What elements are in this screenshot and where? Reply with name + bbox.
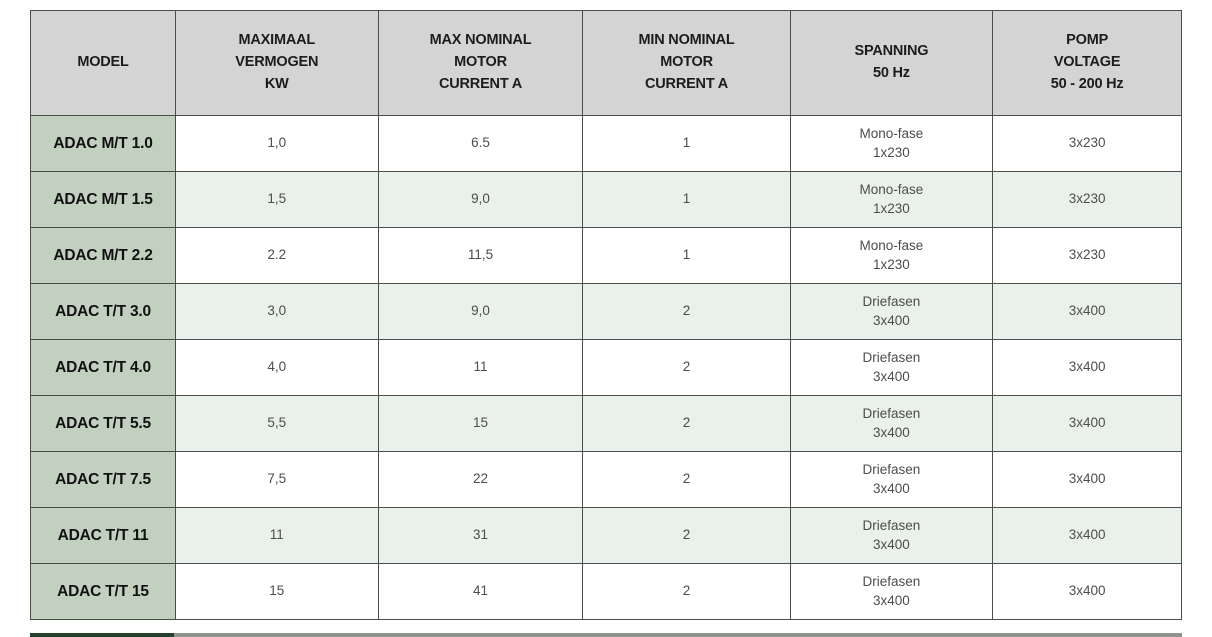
header-row: MODEL MAXIMAAL VERMOGEN KW MAX NOMINAL M… (29, 10, 1182, 116)
table-row: ADAC M/T 1.0 1,0 6.5 1 Mono-fase 1x230 3… (29, 115, 1182, 172)
pump-spec-table: MODEL MAXIMAAL VERMOGEN KW MAX NOMINAL M… (29, 10, 1182, 620)
column-header-pomp-voltage: POMP VOLTAGE 50 - 200 Hz (992, 10, 1182, 116)
column-header-max-power: MAXIMAAL VERMOGEN KW (175, 10, 379, 116)
max-power-cell: 1,5 (175, 171, 379, 228)
pomp-voltage-cell: 3x400 (992, 507, 1182, 564)
next-table-cutoff-edge (30, 633, 1182, 637)
spanning-cell: Driefasen 3x400 (789, 339, 994, 396)
pomp-voltage-cell: 3x230 (992, 115, 1182, 172)
spanning-cell: Driefasen 3x400 (789, 283, 994, 340)
min-current-cell: 2 (582, 283, 791, 340)
column-header-min-current: MIN NOMINAL MOTOR CURRENT A (582, 10, 791, 116)
model-cell: ADAC M/T 1.5 (29, 171, 177, 228)
column-header-spanning: SPANNING 50 Hz (789, 10, 994, 116)
table-row: ADAC T/T 3.0 3,0 9,0 2 Driefasen 3x400 3… (29, 283, 1182, 340)
max-current-cell: 22 (377, 451, 584, 508)
table-row: ADAC T/T 11 11 31 2 Driefasen 3x400 3x40… (29, 507, 1182, 564)
model-cell: ADAC T/T 7.5 (29, 451, 177, 508)
table-row: ADAC T/T 7.5 7,5 22 2 Driefasen 3x400 3x… (29, 451, 1182, 508)
min-current-cell: 2 (582, 339, 791, 396)
min-current-cell: 1 (582, 171, 791, 228)
min-current-cell: 1 (582, 115, 791, 172)
spanning-cell: Mono-fase 1x230 (789, 171, 994, 228)
max-power-cell: 1,0 (175, 115, 379, 172)
max-power-cell: 4,0 (175, 339, 379, 396)
model-cell: ADAC T/T 15 (29, 563, 177, 620)
spanning-cell: Mono-fase 1x230 (789, 227, 994, 284)
min-current-cell: 2 (582, 507, 791, 564)
spanning-cell: Driefasen 3x400 (789, 451, 994, 508)
model-cell: ADAC T/T 11 (29, 507, 177, 564)
min-current-cell: 2 (582, 563, 791, 620)
pomp-voltage-cell: 3x400 (992, 339, 1182, 396)
max-power-cell: 2.2 (175, 227, 379, 284)
max-current-cell: 9,0 (377, 283, 584, 340)
max-current-cell: 41 (377, 563, 584, 620)
max-power-cell: 7,5 (175, 451, 379, 508)
spanning-cell: Mono-fase 1x230 (789, 115, 994, 172)
column-header-model: MODEL (29, 10, 177, 116)
pomp-voltage-cell: 3x400 (992, 563, 1182, 620)
max-power-cell: 5,5 (175, 395, 379, 452)
table-header: MODEL MAXIMAAL VERMOGEN KW MAX NOMINAL M… (29, 10, 1182, 116)
min-current-cell: 1 (582, 227, 791, 284)
max-current-cell: 6.5 (377, 115, 584, 172)
model-cell: ADAC T/T 5.5 (29, 395, 177, 452)
table-row: ADAC M/T 2.2 2.2 11,5 1 Mono-fase 1x230 … (29, 227, 1182, 284)
max-current-cell: 11 (377, 339, 584, 396)
max-power-cell: 3,0 (175, 283, 379, 340)
pomp-voltage-cell: 3x230 (992, 227, 1182, 284)
model-cell: ADAC M/T 1.0 (29, 115, 177, 172)
max-power-cell: 11 (175, 507, 379, 564)
max-current-cell: 15 (377, 395, 584, 452)
spanning-cell: Driefasen 3x400 (789, 395, 994, 452)
table-row: ADAC T/T 15 15 41 2 Driefasen 3x400 3x40… (29, 563, 1182, 620)
max-power-cell: 15 (175, 563, 379, 620)
table-row: ADAC T/T 5.5 5,5 15 2 Driefasen 3x400 3x… (29, 395, 1182, 452)
pomp-voltage-cell: 3x230 (992, 171, 1182, 228)
spanning-cell: Driefasen 3x400 (789, 563, 994, 620)
model-cell: ADAC T/T 4.0 (29, 339, 177, 396)
pomp-voltage-cell: 3x400 (992, 283, 1182, 340)
next-table-header-corner (30, 633, 174, 637)
model-cell: ADAC M/T 2.2 (29, 227, 177, 284)
pomp-voltage-cell: 3x400 (992, 451, 1182, 508)
column-header-max-current: MAX NOMINAL MOTOR CURRENT A (377, 10, 584, 116)
table-row: ADAC M/T 1.5 1,5 9,0 1 Mono-fase 1x230 3… (29, 171, 1182, 228)
table-body: ADAC M/T 1.0 1,0 6.5 1 Mono-fase 1x230 3… (29, 115, 1182, 620)
pomp-voltage-cell: 3x400 (992, 395, 1182, 452)
max-current-cell: 31 (377, 507, 584, 564)
min-current-cell: 2 (582, 395, 791, 452)
table-row: ADAC T/T 4.0 4,0 11 2 Driefasen 3x400 3x… (29, 339, 1182, 396)
max-current-cell: 11,5 (377, 227, 584, 284)
model-cell: ADAC T/T 3.0 (29, 283, 177, 340)
max-current-cell: 9,0 (377, 171, 584, 228)
spanning-cell: Driefasen 3x400 (789, 507, 994, 564)
min-current-cell: 2 (582, 451, 791, 508)
